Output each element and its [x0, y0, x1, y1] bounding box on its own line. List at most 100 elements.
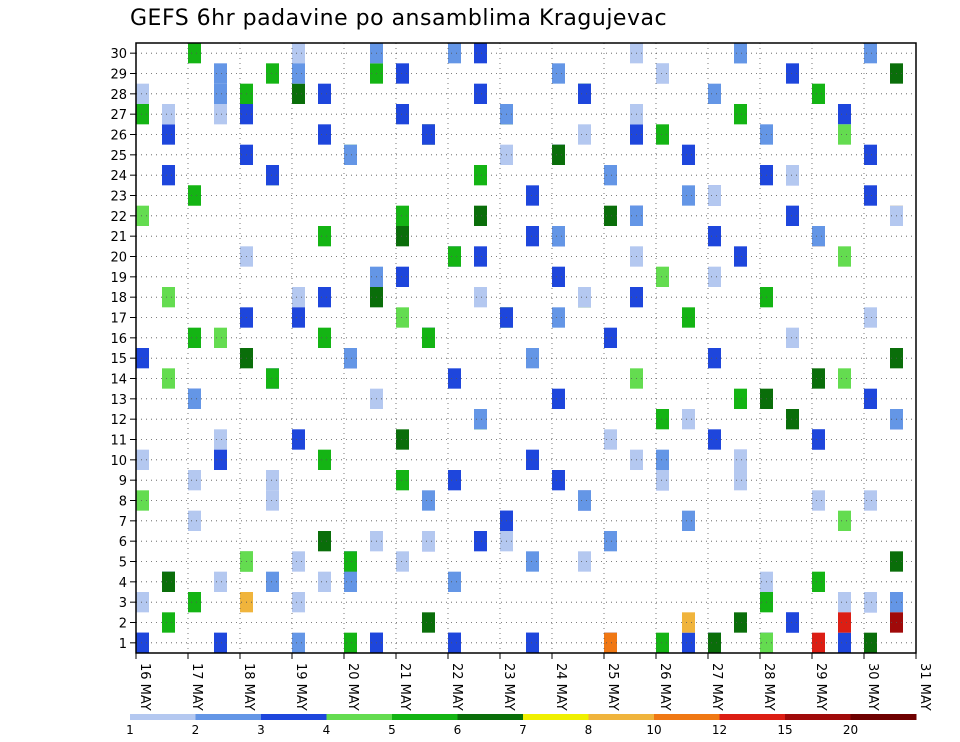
heatmap-cell	[162, 287, 175, 308]
y-tick-label: 15	[110, 352, 127, 367]
heatmap-cell	[864, 43, 877, 64]
heatmap-cell	[708, 83, 721, 104]
y-tick-label: 27	[110, 108, 127, 123]
heatmap-cell	[552, 388, 565, 409]
heatmap-cell	[604, 531, 617, 552]
heatmap-cell	[786, 205, 799, 226]
heatmap-cell	[682, 612, 695, 633]
y-tick-label: 29	[110, 68, 127, 83]
heatmap-cell	[266, 470, 279, 491]
heatmap-cell	[292, 83, 305, 104]
heatmap-cell	[552, 144, 565, 165]
heatmap-cell	[708, 632, 721, 653]
heatmap-cell	[188, 592, 201, 613]
heatmap-cell	[136, 205, 149, 226]
heatmap-cell	[526, 348, 539, 369]
heatmap-cell	[578, 83, 591, 104]
heatmap-cell	[188, 185, 201, 206]
heatmap-cell	[266, 490, 279, 511]
y-tick-label: 23	[110, 190, 127, 205]
heatmap-cell	[474, 246, 487, 267]
legend-label: 1	[126, 723, 134, 737]
x-tick-label: 24 MAY	[553, 663, 568, 711]
x-tick-label: 26 MAY	[657, 663, 672, 711]
y-tick-label: 12	[110, 413, 127, 428]
heatmap-cell	[734, 388, 747, 409]
heatmap-cell	[448, 246, 461, 267]
heatmap-cell	[136, 449, 149, 470]
heatmap-cell	[578, 124, 591, 145]
heatmap-cell	[578, 287, 591, 308]
heatmap-cell	[162, 165, 175, 186]
legend-label: 15	[777, 723, 792, 737]
heatmap-cell	[214, 63, 227, 84]
plot-frame	[135, 42, 917, 654]
heatmap-cell	[552, 226, 565, 247]
heatmap-cell	[552, 266, 565, 287]
heatmap-cell	[812, 429, 825, 450]
x-tick-label: 29 MAY	[813, 663, 828, 711]
heatmap-cell	[422, 124, 435, 145]
heatmap-cell	[318, 327, 331, 348]
heatmap-cell	[812, 83, 825, 104]
heatmap-cell	[526, 226, 539, 247]
heatmap-cell	[188, 43, 201, 64]
heatmap-cell	[318, 83, 331, 104]
y-tick-label: 20	[110, 251, 127, 266]
y-tick-label: 6	[119, 535, 127, 550]
heatmap-cell	[318, 571, 331, 592]
x-tick-label: 20 MAY	[345, 663, 360, 711]
y-tick-label: 24	[110, 169, 127, 184]
y-tick-label: 7	[119, 515, 127, 530]
legend-swatch	[719, 714, 786, 720]
x-tick-label: 28 MAY	[761, 663, 776, 711]
legend-swatch	[457, 714, 524, 720]
heatmap-cell	[604, 632, 617, 653]
heatmap-cell	[214, 104, 227, 125]
heatmap-cell	[344, 632, 357, 653]
heatmap-cell	[292, 307, 305, 328]
heatmap-cell	[162, 612, 175, 633]
y-tick-label: 26	[110, 129, 127, 144]
heatmap-cell	[734, 104, 747, 125]
y-tick-label: 30	[110, 47, 127, 62]
heatmap-cell	[396, 429, 409, 450]
dotted-grid	[135, 43, 917, 653]
y-tick-label: 14	[110, 373, 127, 388]
legend-swatch	[785, 714, 851, 720]
heatmap-cell	[474, 83, 487, 104]
x-tick-label: 16 MAY	[137, 663, 152, 711]
heatmap-cell	[864, 632, 877, 653]
heatmap-cell	[552, 63, 565, 84]
heatmap-cell	[786, 409, 799, 430]
heatmap-cell	[344, 144, 357, 165]
heatmap-cell	[318, 449, 331, 470]
x-tick-label: 21 MAY	[397, 663, 412, 711]
heatmap-cell	[448, 368, 461, 389]
x-tick-label: 25 MAY	[605, 663, 620, 711]
heatmap-cell	[448, 43, 461, 64]
heatmap-cell	[786, 612, 799, 633]
heatmap-cell	[708, 348, 721, 369]
heatmap-cell	[526, 632, 539, 653]
y-tick-label: 3	[119, 596, 127, 611]
heatmap-cell	[136, 592, 149, 613]
y-tick-label: 11	[110, 434, 127, 449]
heatmap-cell	[422, 612, 435, 633]
heatmap-cell	[266, 368, 279, 389]
heatmap-cell	[474, 287, 487, 308]
heatmap-cell	[474, 531, 487, 552]
heatmap-cell	[682, 632, 695, 653]
heatmap-cell	[422, 327, 435, 348]
legend-swatch	[392, 714, 458, 720]
y-tick-label: 28	[110, 88, 127, 103]
heatmap-cell	[812, 368, 825, 389]
heatmap-cell	[708, 429, 721, 450]
y-tick-label: 22	[110, 210, 127, 225]
y-tick-label: 16	[110, 332, 127, 347]
legend-swatch	[588, 714, 655, 720]
heatmap-cell	[682, 510, 695, 531]
heatmap-cell	[604, 165, 617, 186]
heatmap-cell	[786, 63, 799, 84]
